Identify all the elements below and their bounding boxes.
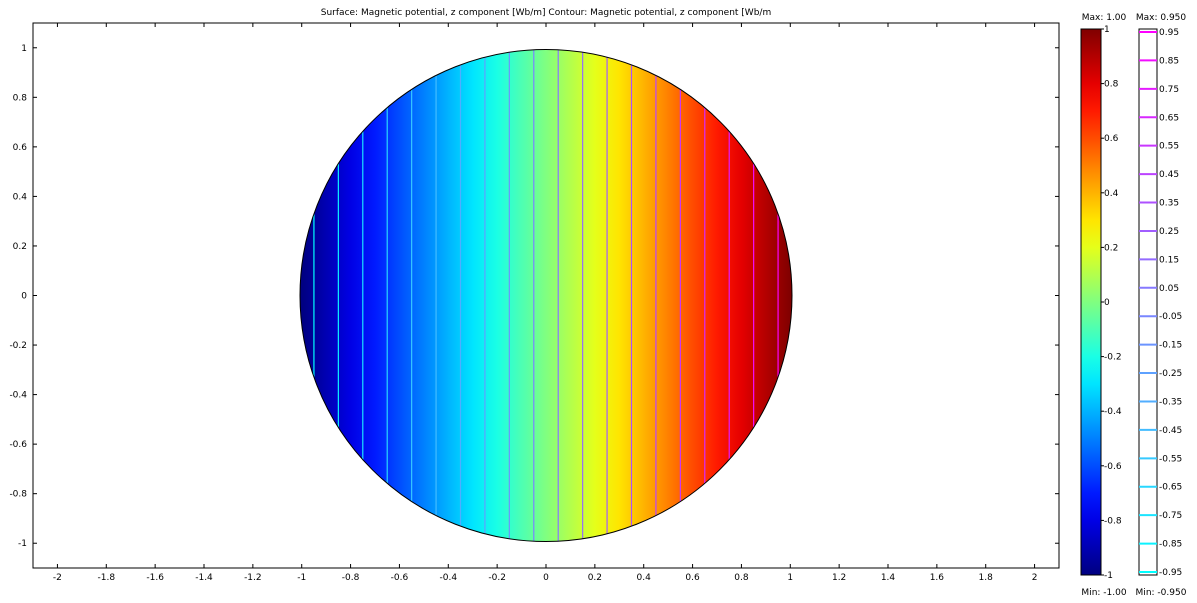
contour-legend-tick-label: 0.05 [1159,284,1179,294]
contour-legend-max-label: Max: 0.950 [1136,13,1187,23]
x-tick-label: -2 [53,573,62,583]
y-tick-label: 1 [21,44,27,54]
x-tick-label: -0.6 [391,573,409,583]
contour-legend-tick-label: 0.25 [1159,227,1179,237]
x-tick-label: -1.8 [98,573,116,583]
contour-legend-tick-label: -0.35 [1159,397,1182,407]
surface-fill [300,49,792,541]
contour-legend-tick-label: -0.95 [1159,568,1182,578]
y-tick-label: -0.4 [9,391,27,401]
contour-legend-tick-label: 0.15 [1159,255,1179,265]
x-tick-label: 0 [543,573,549,583]
contour-legend-tick-label: -0.75 [1159,511,1182,521]
x-tick-label: 1.6 [930,573,945,583]
x-tick-label: 0.8 [734,573,749,583]
surface-colorbar-ticks: 1 0.8 0.6 0.4 0.2 0 -0.2 -0.4 -0.6 -0.8 -1 [1101,25,1122,581]
contour-legend-tick-label: -0.65 [1159,483,1182,493]
surface-colorbar-tick-label: -0.4 [1104,407,1122,417]
contour-legend-tick-label: -0.45 [1159,426,1182,436]
x-tick-label: -0.2 [488,573,506,583]
y-tick-label: 0.4 [13,192,28,202]
y-tick-label: -0.2 [9,341,27,351]
contour-legend-tick-label: -0.85 [1159,540,1182,550]
y-tick-label: 0 [21,292,27,302]
contour-legend-tick-label: 0.35 [1159,199,1179,209]
contour-legend-tick-label: 0.85 [1159,56,1179,66]
x-tick-label: -1 [297,573,306,583]
surface-colorbar-tick-label: -1 [1104,571,1113,581]
surface-colorbar-max-label: Max: 1.00 [1082,13,1127,23]
surface-colorbar-tick-label: 0.4 [1104,189,1119,199]
x-tick-label: -0.4 [440,573,458,583]
surface-colorbar-tick-label: -0.8 [1104,516,1122,526]
surface-plot [300,49,792,541]
y-tick-label: -1 [18,539,27,549]
surface-colorbar-tick-label: 0.2 [1104,243,1118,253]
contour-legend-tick-label: -0.15 [1159,341,1182,351]
surface-colorbar-min-label: Min: -1.00 [1081,588,1126,598]
chart-title: Surface: Magnetic potential, z component… [321,8,771,18]
y-tick-label: 0.8 [13,93,28,103]
y-tick-label: -0.8 [9,490,27,500]
contour-legend-tick-label: 0.55 [1159,142,1179,152]
contour-legend-tick-label: -0.25 [1159,369,1182,379]
plot-area: -2 -1.8 -1.6 -1.4 -1.2 -1 -0.8 -0.6 -0.4 -0.2 0 0.2… [9,23,1059,583]
surface-colorbar-tick-label: -0.2 [1104,353,1122,363]
surface-colorbar-tick-label: 0.8 [1104,80,1119,90]
y-tick-label: 0.6 [13,143,28,153]
x-tick-label: 2 [1032,573,1038,583]
x-tick-label: 1.4 [881,573,896,583]
surface-colorbar-tick-label: 1 [1104,25,1110,35]
surface-colorbar-tick-label: 0 [1104,298,1110,308]
contour-legend-tick-label: 0.95 [1159,28,1179,38]
contour-legend-tick-label: 0.75 [1159,85,1179,95]
surface-colorbar-tick-label: -0.6 [1104,462,1122,472]
x-tick-label: -1.6 [146,573,164,583]
contour-legend-tick-label: -0.55 [1159,454,1182,464]
x-tick-label: 1.8 [979,573,994,583]
y-tick-label: 0.2 [13,242,27,252]
contour-legend-frame [1139,29,1157,575]
contour-legend: Max: 0.950 0.95 0.85 0.75 0.65 0.55 0.45 0.35 0… [1136,13,1187,598]
x-tick-label: 0.2 [588,573,602,583]
contour-legend-tick-label: 0.65 [1159,113,1179,123]
x-tick-label: -1.4 [195,573,213,583]
x-tick-label: -1.2 [244,573,262,583]
surface-colorbar-tick-label: 0.6 [1104,134,1119,144]
x-tick-label: 1 [787,573,793,583]
y-tick-label: -0.6 [9,440,27,450]
x-tick-label: 0.6 [685,573,700,583]
contour-legend-tick-label: 0.45 [1159,170,1179,180]
x-tick-label: -0.8 [342,573,360,583]
contour-legend-min-label: Min: -0.950 [1136,588,1187,598]
contour-legend-tick-label: -0.05 [1159,312,1182,322]
surface-colorbar: Max: 1.00 1 0.8 0.6 0.4 0.2 0 -0.2 -0.4 -0.6 -0.8… [1081,13,1127,598]
surface-colorbar-gradient [1081,29,1101,575]
x-tick-label: 1.2 [832,573,846,583]
x-tick-label: 0.4 [637,573,652,583]
